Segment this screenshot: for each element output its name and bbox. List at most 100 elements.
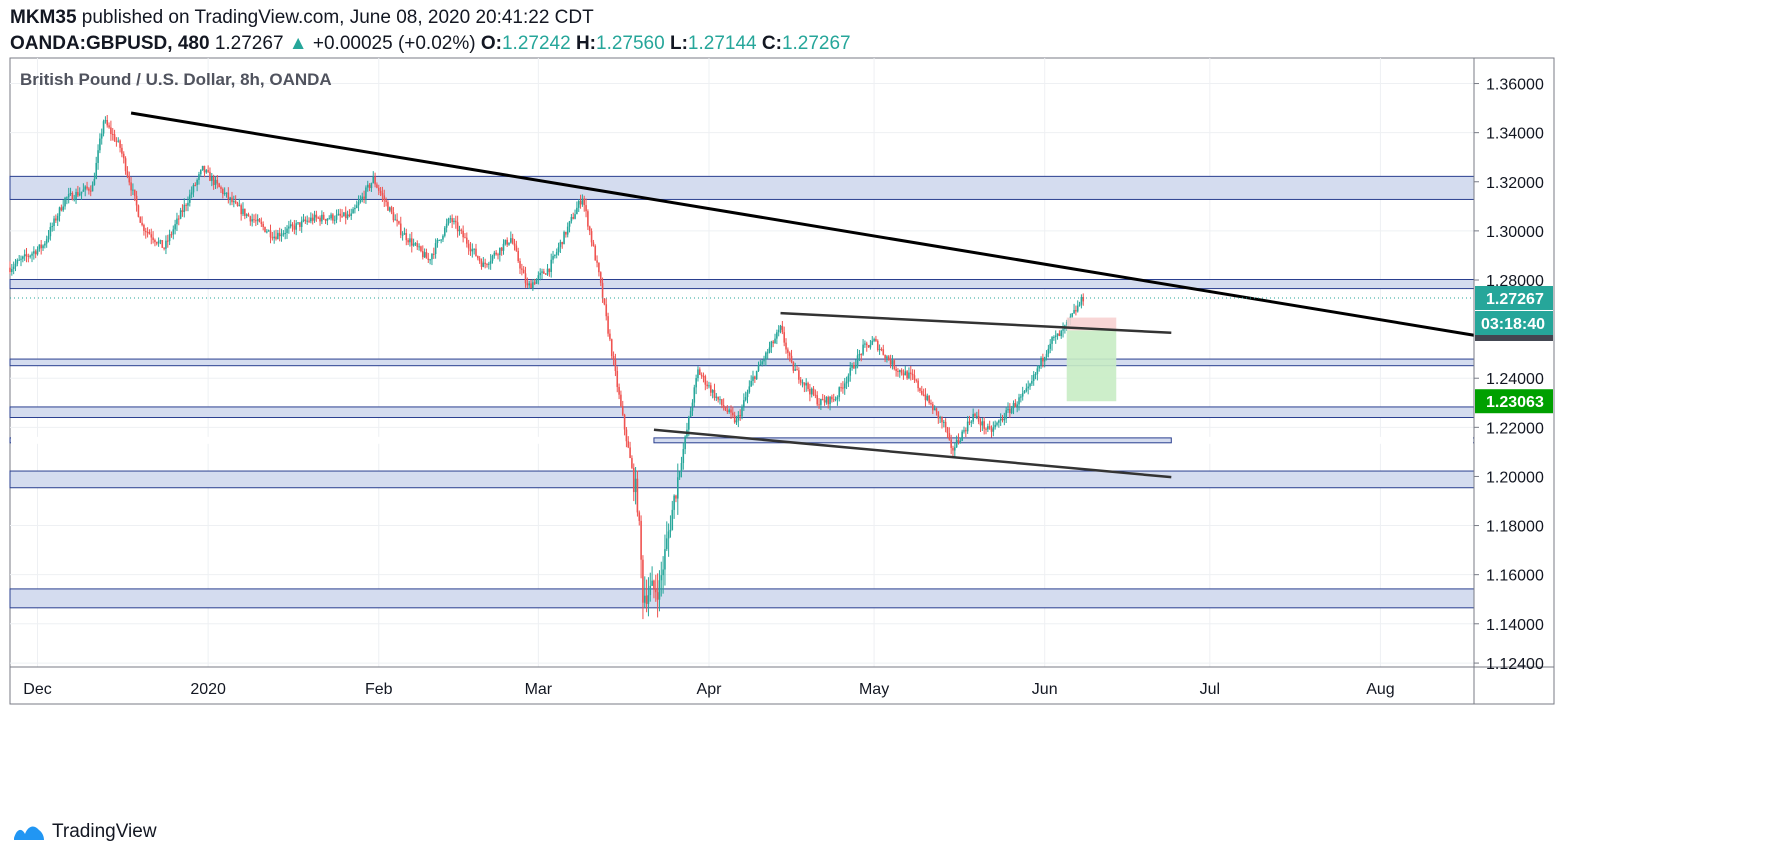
candle-body	[917, 380, 919, 389]
candle-body	[792, 362, 795, 371]
candle-body	[333, 219, 336, 221]
candle-body	[950, 439, 952, 448]
candle-body	[788, 352, 791, 356]
candle-body	[836, 397, 839, 400]
candle-body	[449, 218, 452, 220]
candle-body	[1003, 418, 1006, 421]
candle-body	[939, 417, 941, 419]
candle-body	[638, 512, 641, 521]
candle-body	[462, 230, 464, 238]
candle-body	[317, 217, 320, 219]
author-name[interactable]: MKM35	[10, 7, 77, 28]
candle-body	[959, 440, 962, 443]
candle-body	[755, 370, 758, 380]
candle-body	[201, 165, 204, 170]
candle-body	[277, 232, 279, 240]
open-value: 1.27242	[501, 33, 571, 54]
candle-body	[346, 214, 349, 219]
candle-body	[941, 417, 943, 423]
candle-body	[51, 226, 53, 228]
symbol-label[interactable]: OANDA:GBPUSD, 480	[10, 33, 210, 54]
candle-body	[521, 268, 523, 270]
candle-body	[675, 495, 677, 499]
candle-body	[515, 245, 518, 251]
candle-body	[522, 269, 525, 274]
candle-body	[47, 236, 50, 240]
time-tick-label: Dec	[23, 681, 51, 698]
candle-body	[146, 231, 149, 233]
candle-body	[943, 421, 945, 423]
time-tick-label: Aug	[1366, 681, 1394, 698]
candle-body	[352, 209, 354, 214]
close-label: C:	[761, 33, 782, 54]
candle-body	[627, 441, 630, 448]
candle-body	[974, 413, 976, 417]
candle-body	[601, 282, 604, 299]
candle-body	[537, 275, 540, 279]
candle-body	[891, 360, 894, 365]
price-tick-label: 1.28000	[1486, 273, 1544, 290]
candle-body	[99, 138, 101, 151]
candle-body	[860, 354, 863, 356]
candle-body	[42, 245, 44, 249]
candle-body	[976, 415, 978, 417]
candle-body	[293, 225, 296, 230]
candle-body	[234, 201, 237, 203]
candle-body	[100, 133, 103, 139]
candle-body	[779, 325, 782, 330]
candle-body	[33, 251, 35, 254]
candle-body	[480, 261, 483, 267]
candle-body	[834, 399, 837, 401]
candle-body	[473, 248, 475, 250]
candle-body	[311, 217, 314, 221]
candle-body	[748, 386, 751, 393]
candle-body	[649, 585, 652, 595]
candle-body	[724, 407, 727, 411]
candle-body	[673, 495, 675, 510]
candle-body	[818, 404, 820, 406]
candle-body	[695, 378, 697, 388]
candle-body	[396, 219, 398, 222]
tradingview-footer[interactable]: TradingView	[12, 817, 157, 847]
candle-body	[23, 254, 26, 257]
candle-body	[1036, 368, 1039, 375]
last-price-tag-label: 1.27267	[1486, 291, 1544, 308]
candle-body	[882, 349, 885, 355]
candle-body	[845, 381, 848, 384]
profit-zone	[1066, 330, 1117, 402]
candle-body	[931, 404, 934, 411]
candle-body	[609, 333, 611, 340]
candle-body	[897, 370, 899, 372]
candle-body	[1045, 353, 1048, 358]
candle-body	[704, 376, 707, 385]
candle-body	[697, 369, 699, 379]
candle-body	[862, 344, 864, 355]
candle-body	[38, 244, 41, 250]
time-tick-label: Jun	[1032, 681, 1058, 698]
candle-body	[946, 427, 949, 434]
candle-body	[1075, 310, 1077, 312]
candle-body	[660, 575, 663, 581]
candle-body	[653, 580, 655, 589]
candle-body	[286, 228, 288, 233]
candle-body	[256, 219, 259, 221]
candle-body	[478, 258, 481, 262]
candle-body	[1034, 374, 1037, 376]
candle-body	[972, 413, 974, 422]
candle-body	[548, 268, 551, 272]
candle-body	[710, 385, 712, 393]
price-tick-label: 1.24000	[1486, 371, 1544, 388]
candle-body	[669, 529, 672, 532]
candle-body	[744, 397, 747, 401]
candle-body	[510, 238, 512, 243]
candle-body	[302, 219, 305, 221]
candle-body	[502, 243, 505, 251]
candle-body	[73, 199, 76, 201]
candle-body	[979, 421, 982, 426]
candle-body	[488, 263, 490, 265]
candle-body	[124, 158, 127, 172]
candle-body	[588, 226, 591, 232]
candle-body	[770, 341, 773, 348]
candle-body	[273, 236, 275, 239]
price-chart[interactable]: 1.36000 1.34000 1.32000 1.30000 1.28000 1.240…	[0, 0, 1783, 810]
